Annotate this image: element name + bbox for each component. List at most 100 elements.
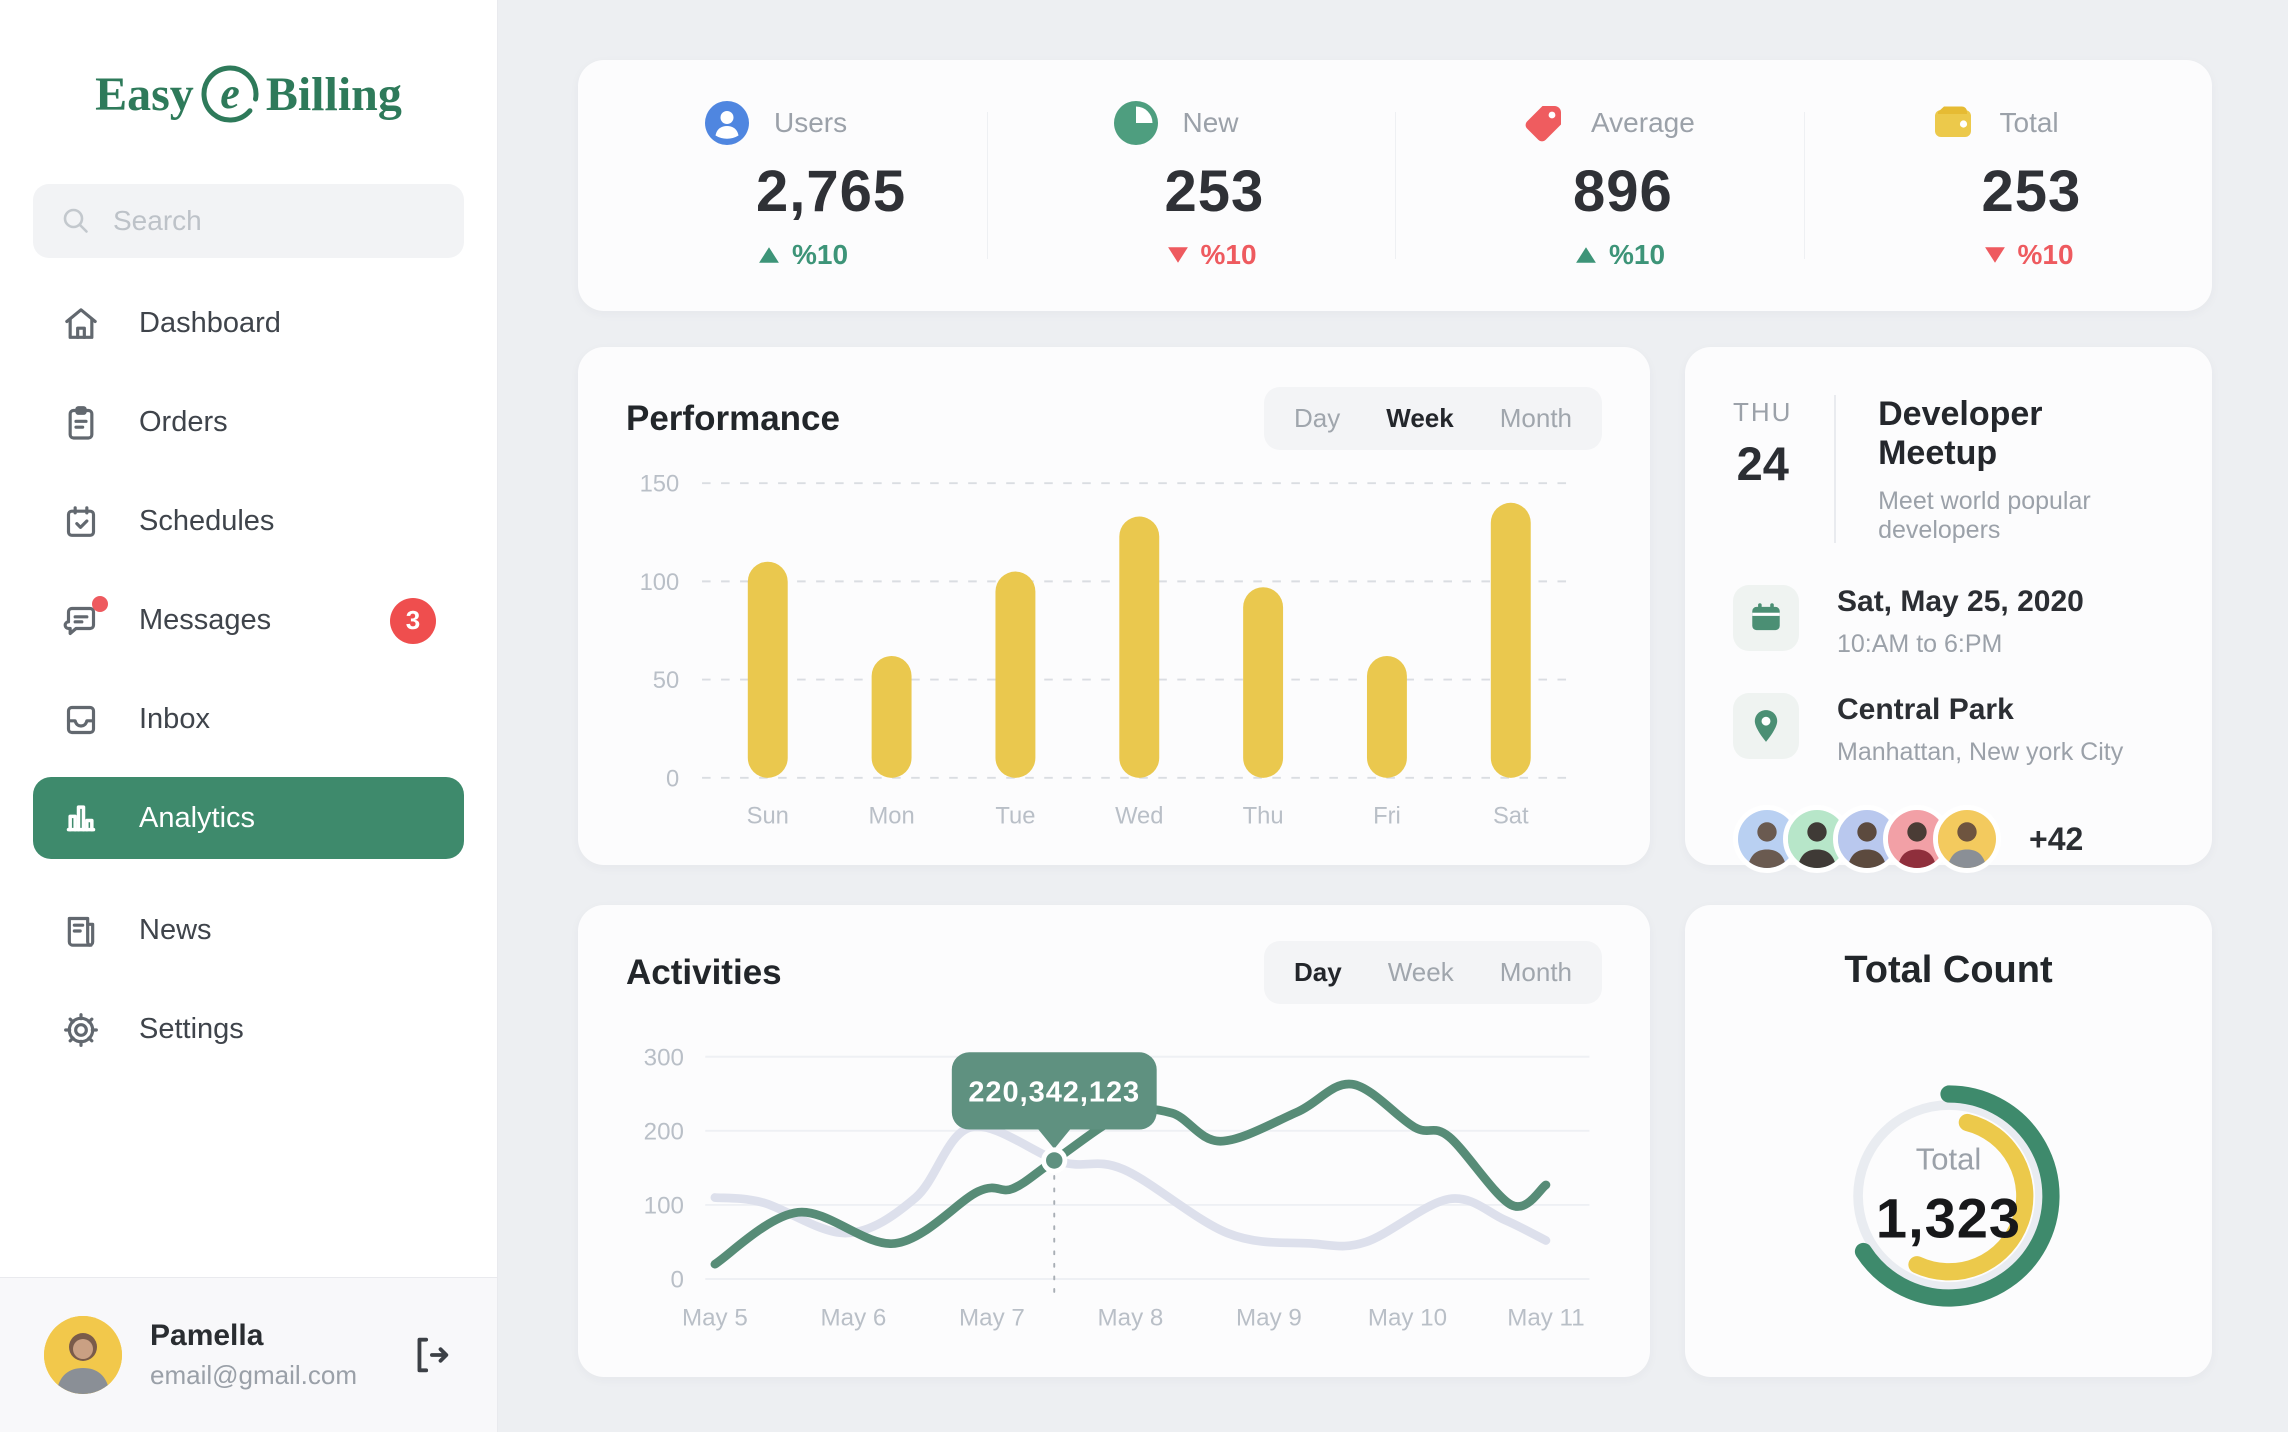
activities-line-chart: 0 100 200 300 May 5 May 6 May 7 May 8 May 9 May 1… bbox=[644, 1044, 1590, 1331]
row-performance: Performance Day Week Month 0 50 100 150 Sun M… bbox=[578, 347, 2212, 873]
svg-text:May 11: May 11 bbox=[1507, 1304, 1584, 1331]
svg-text:May 5: May 5 bbox=[682, 1304, 748, 1331]
svg-text:May 6: May 6 bbox=[821, 1304, 887, 1331]
inbox-icon bbox=[61, 700, 101, 740]
attendee-avatar bbox=[1933, 805, 2001, 873]
chat-icon bbox=[61, 595, 108, 641]
sidebar: Easy e Billing Dashboard bbox=[0, 0, 498, 1432]
sidebar-item-label: Dashboard bbox=[139, 307, 281, 339]
svg-text:Thu: Thu bbox=[1243, 802, 1284, 829]
stat-value: 2,765 bbox=[756, 159, 907, 224]
wallet-icon bbox=[1934, 106, 1971, 137]
event-place: Central Park bbox=[1837, 693, 2014, 726]
stat-average: Average 896 %10 bbox=[1395, 60, 1804, 311]
activities-tabs: Day Week Month bbox=[1264, 941, 1602, 1004]
donut-chart bbox=[1852, 1085, 2060, 1307]
sidebar-item-label: Messages bbox=[139, 604, 272, 636]
news-icon bbox=[61, 911, 101, 951]
profile-info: Pamella email@gmail.com bbox=[150, 1319, 357, 1391]
stat-delta: %10 bbox=[758, 239, 987, 271]
svg-text:May 10: May 10 bbox=[1368, 1304, 1447, 1331]
triangle-down-icon bbox=[1167, 247, 1188, 263]
main-content: Users 2,765 %10 New 253 %10 bbox=[498, 0, 2288, 1432]
location-pin-icon bbox=[1754, 710, 1778, 742]
sidebar-item-messages[interactable]: Messages 3 bbox=[33, 571, 464, 670]
sidebar-item-label: Schedules bbox=[139, 505, 275, 537]
brand-e-icon: e bbox=[201, 65, 259, 123]
tab-month[interactable]: Month bbox=[1499, 403, 1572, 433]
profile-email: email@gmail.com bbox=[150, 1360, 357, 1390]
sidebar-item-orders[interactable]: Orders bbox=[33, 373, 464, 472]
vertical-divider bbox=[1834, 395, 1837, 543]
home-icon bbox=[61, 304, 101, 344]
tab-day[interactable]: Day bbox=[1294, 957, 1342, 987]
search-box bbox=[33, 184, 464, 258]
event-card: THU 24 Developer Meetup Meet world popul… bbox=[1685, 347, 2212, 873]
event-title: Developer Meetup bbox=[1878, 395, 2043, 472]
event-time: 10:AM to 6:PM bbox=[1837, 630, 2003, 658]
gear-icon bbox=[61, 1010, 101, 1050]
svg-text:150: 150 bbox=[640, 471, 680, 498]
tab-month[interactable]: Month bbox=[1499, 957, 1572, 987]
donut-center-label: Total bbox=[1915, 1141, 1982, 1177]
triangle-up-icon bbox=[1576, 247, 1596, 263]
stat-label: Users bbox=[774, 107, 848, 138]
stat-value: 253 bbox=[1981, 159, 2082, 224]
calendar-check-icon bbox=[61, 502, 101, 542]
sidebar-item-label: News bbox=[139, 914, 212, 946]
sidebar-item-label: Inbox bbox=[139, 703, 210, 735]
performance-card: Performance Day Week Month 0 50 100 150 Sun M… bbox=[578, 347, 1650, 865]
sidebar-item-inbox[interactable]: Inbox bbox=[33, 670, 464, 769]
event-day: THU 24 bbox=[1733, 393, 1792, 545]
svg-text:300: 300 bbox=[644, 1044, 684, 1071]
calendar-icon bbox=[1752, 603, 1780, 631]
performance-bar-chart: 0 50 100 150 Sun Mon Tue Wed Thu Fri Sat bbox=[640, 471, 1573, 829]
donut-center: Total 1,323 bbox=[1876, 1142, 2021, 1251]
sidebar-item-schedules[interactable]: Schedules bbox=[33, 472, 464, 571]
sidebar-item-analytics[interactable]: Analytics bbox=[33, 777, 464, 859]
event-day-abbr: THU bbox=[1733, 397, 1793, 427]
sidebar-item-dashboard[interactable]: Dashboard bbox=[33, 274, 464, 373]
svg-text:Mon: Mon bbox=[868, 802, 914, 829]
event-date: Sat, May 25, 2020 bbox=[1837, 585, 2084, 618]
sidebar-item-settings[interactable]: Settings bbox=[33, 980, 464, 1079]
svg-text:Wed: Wed bbox=[1115, 802, 1163, 829]
stat-label: Average bbox=[1591, 107, 1695, 138]
pie-icon bbox=[1113, 101, 1158, 145]
svg-text:100: 100 bbox=[640, 569, 680, 596]
donut-center-value: 1,323 bbox=[1875, 1186, 2022, 1250]
logout-icon[interactable] bbox=[407, 1332, 453, 1378]
clipboard-icon bbox=[61, 403, 101, 443]
tab-week[interactable]: Week bbox=[1386, 403, 1454, 433]
brand-easy: Easy bbox=[95, 67, 194, 121]
profile-avatar[interactable] bbox=[44, 1316, 122, 1394]
profile-name: Pamella bbox=[150, 1319, 264, 1352]
performance-tabs: Day Week Month bbox=[1264, 387, 1602, 450]
svg-text:100: 100 bbox=[644, 1193, 684, 1220]
event-date-row: Sat, May 25, 2020 10:AM to 6:PM bbox=[1733, 585, 2164, 659]
brand-logo: Easy e Billing bbox=[95, 62, 402, 126]
total-count-card: Total Count Total 1,323 bbox=[1685, 905, 2212, 1377]
sidebar-item-label: Settings bbox=[139, 1013, 244, 1045]
stats-card: Users 2,765 %10 New 253 %10 bbox=[578, 60, 2212, 311]
event-subtitle: Meet world popular developers bbox=[1878, 487, 2091, 544]
sidebar-item-label: Orders bbox=[139, 406, 228, 438]
user-icon bbox=[705, 101, 749, 145]
svg-text:May 7: May 7 bbox=[959, 1304, 1025, 1331]
triangle-up-icon bbox=[759, 247, 779, 263]
event-header: THU 24 Developer Meetup Meet world popul… bbox=[1733, 393, 2164, 545]
search-input[interactable] bbox=[113, 205, 438, 237]
tab-day[interactable]: Day bbox=[1294, 403, 1341, 433]
stat-new: New 253 %10 bbox=[986, 60, 1396, 311]
stat-delta: %10 bbox=[1167, 239, 1396, 271]
sidebar-item-news[interactable]: News bbox=[33, 881, 464, 980]
tab-week[interactable]: Week bbox=[1387, 957, 1454, 987]
row-activities: Activities Day Week Month 0 100 200 300 May … bbox=[578, 905, 2212, 1377]
svg-text:e: e bbox=[220, 69, 240, 118]
event-city: Manhattan, New york City bbox=[1837, 738, 2124, 766]
svg-text:0: 0 bbox=[666, 765, 679, 792]
stat-delta: %10 bbox=[1984, 239, 2213, 271]
icon-tile bbox=[1733, 693, 1799, 759]
profile-section: Pamella email@gmail.com bbox=[0, 1277, 497, 1432]
